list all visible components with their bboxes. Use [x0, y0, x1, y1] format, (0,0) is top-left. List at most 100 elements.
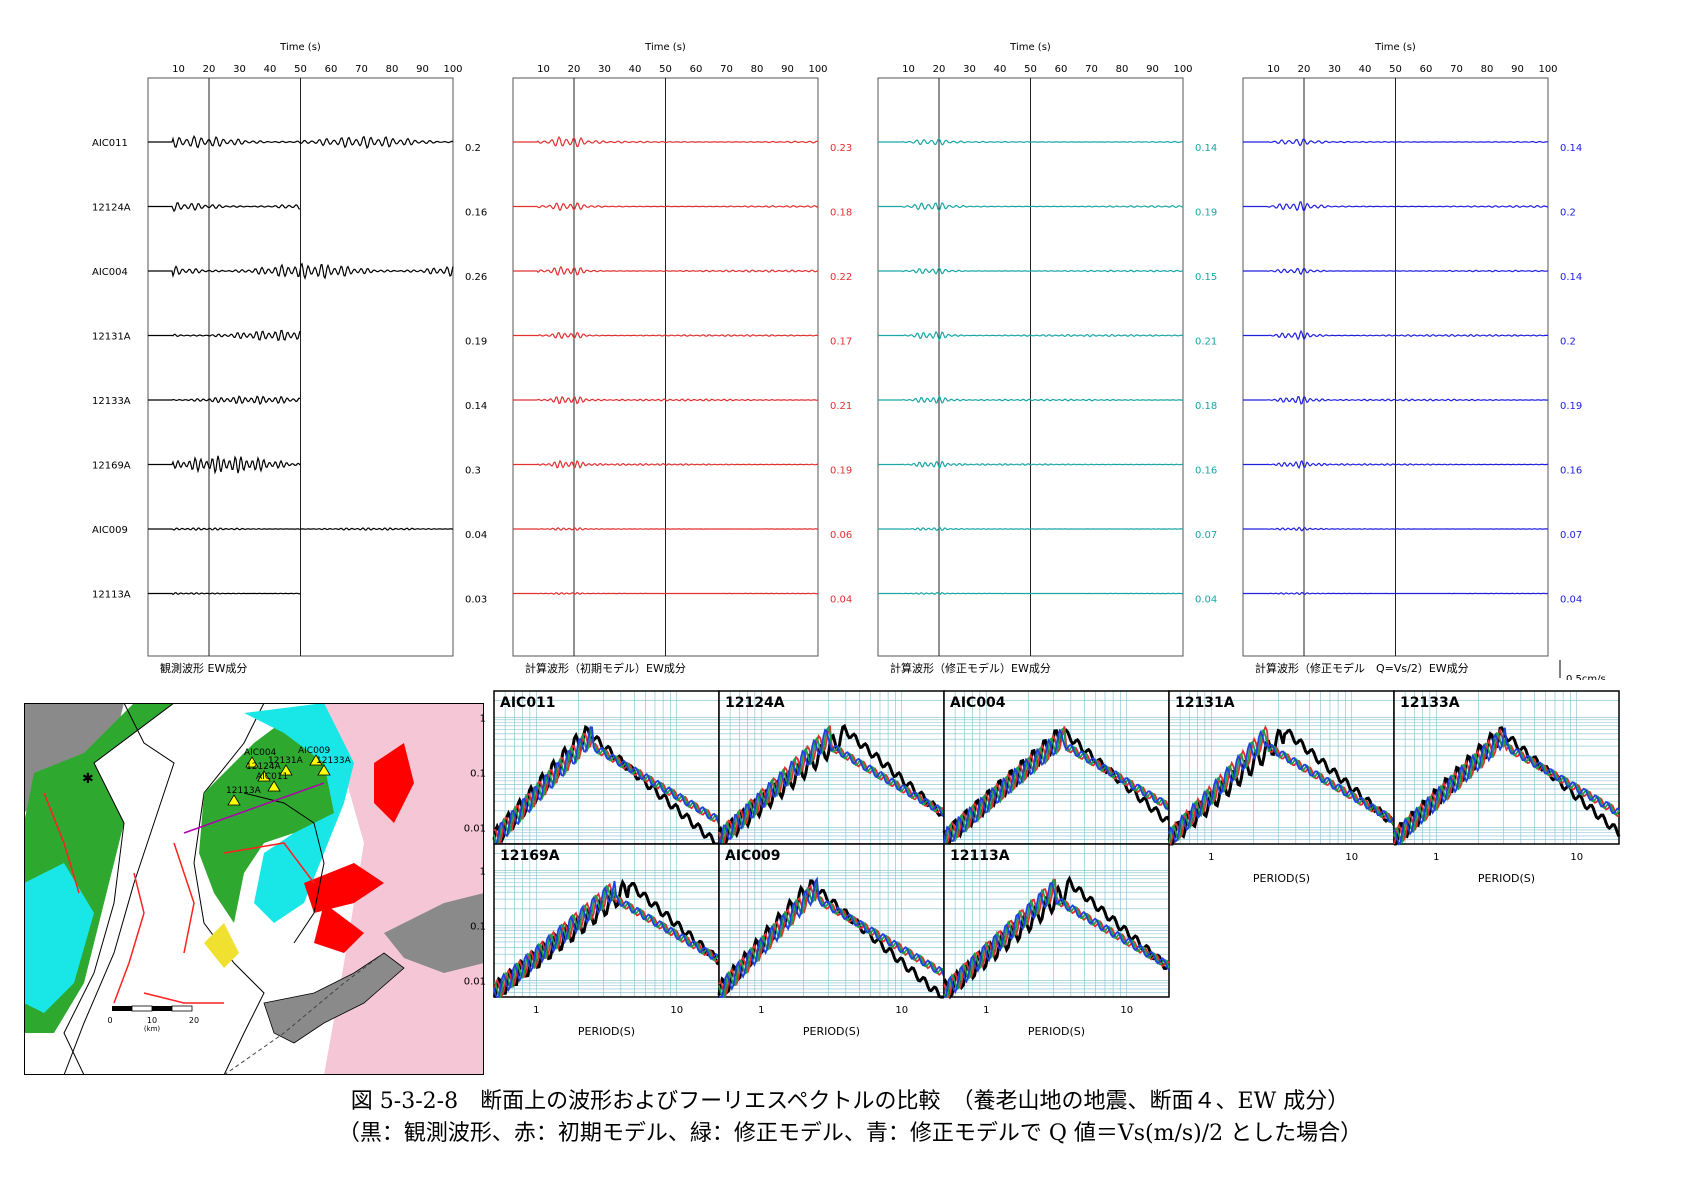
waveform-trace: [878, 266, 1184, 275]
waveform-trace: [1243, 138, 1548, 147]
time-tick-label: 100: [808, 64, 827, 75]
amplitude-label: 0.14: [465, 401, 487, 412]
scale-label: 0.5cm/s: [1566, 674, 1606, 680]
waveform-trace: [513, 396, 819, 405]
spectrum-x-tick: 1: [533, 1005, 539, 1016]
station-label: 12113A: [92, 590, 131, 601]
waveform-trace: [1243, 267, 1549, 276]
spectrum-station-name: AIC011: [500, 695, 556, 711]
time-tick-label: 40: [264, 64, 277, 75]
spectrum-xlabel: PERIOD(S): [1028, 1025, 1085, 1038]
waveform-trace: [148, 455, 301, 475]
spectrum-station-name: AIC009: [725, 848, 781, 864]
time-tick-label: 40: [994, 64, 1007, 75]
spectrum-curve-modified_q: [494, 726, 720, 845]
waveform-section: Time (s) 10 20 30 40 50 60 70 80 90 100 観測波形 EW成分 AI…: [92, 42, 1606, 680]
station-triangle: [279, 764, 293, 776]
amplitude-label: 0.17: [830, 337, 852, 348]
spectrum-station-name: 12133A: [1400, 695, 1460, 711]
waveform-trace: [878, 395, 1184, 404]
spectrum-station-name: 12113A: [950, 848, 1010, 864]
spectrum-panel-12124A: 12124A: [717, 690, 945, 848]
time-tick-label: 80: [1116, 64, 1129, 75]
time-tick-label: 40: [1359, 64, 1372, 75]
waveform-trace: [513, 332, 819, 339]
amplitude-label: 0.2: [465, 143, 481, 154]
waveform-trace: [513, 135, 819, 148]
waveform-panel-title: 計算波形（修正モデル Q=Vs/2）EW成分: [1255, 661, 1469, 675]
spectrum-curve-modified: [1168, 729, 1395, 845]
spectrum-x-tick: 1: [758, 1005, 764, 1016]
amplitude-label: 0.06: [830, 530, 852, 541]
spectrum-curve-modified_q: [943, 728, 1170, 844]
amplitude-label: 0.18: [830, 208, 852, 219]
spectrum-curve-observed: [1167, 728, 1396, 846]
spectrum-curve-observed: [492, 878, 720, 998]
caption-line-2: （黒：観測波形、赤：初期モデル、緑：修正モデル、青：修正モデルで Q 値＝Vs(…: [337, 1121, 1363, 1146]
time-tick-label: 10: [172, 64, 185, 75]
time-tick-label: 20: [568, 64, 581, 75]
waveform-trace: [878, 330, 1184, 341]
station-triangle: [309, 754, 323, 766]
spectrum-curve-modified_q: [493, 880, 720, 998]
station-triangle: [257, 770, 271, 782]
station-triangle: [317, 764, 331, 776]
spectrum-curve-modified_q: [944, 881, 1170, 998]
amplitude-label: 0.07: [1195, 530, 1217, 541]
time-tick-label: 10: [902, 64, 915, 75]
spectrum-y-tick: 0.01: [464, 976, 486, 987]
amplitude-label: 0.2: [1560, 337, 1576, 348]
waveform-trace: [513, 202, 819, 212]
waveform-panel-title: 計算波形（初期モデル）EW成分: [525, 661, 686, 675]
waveform-panel-3: Time (s) 10 20 30 40 50 60 70 80 90 100 計算波形（修正モデル）…: [877, 42, 1217, 675]
amplitude-label: 0.18: [1195, 401, 1217, 412]
time-tick-label: 30: [963, 64, 976, 75]
station-label: AIC011: [92, 138, 128, 149]
spectrum-x-tick: 1: [983, 1005, 989, 1016]
time-tick-label: 100: [1173, 64, 1192, 75]
spectrum-panel-AIC011: AIC011 1 0.1 0.01: [464, 690, 720, 846]
waveform-trace: [148, 395, 301, 406]
amplitude-label: 0.19: [1560, 401, 1582, 412]
time-axis-label: Time (s): [1009, 42, 1051, 53]
waveform-trace: [148, 329, 301, 341]
amplitude-label: 0.04: [465, 530, 487, 541]
waveform-trace: [1243, 201, 1549, 213]
waveform-trace: [513, 459, 818, 469]
station-label: AIC009: [92, 525, 128, 536]
spectrum-xlabel: PERIOD(S): [1253, 872, 1310, 885]
scale-tick-label: 0: [107, 1016, 112, 1025]
amplitude-label: 0.04: [1560, 595, 1582, 606]
spectrum-background: [719, 691, 944, 844]
waveform-panel-title: 計算波形（修正モデル）EW成分: [890, 661, 1051, 675]
amplitude-label: 0.14: [1560, 272, 1582, 283]
svg-text:✱: ✱: [82, 771, 94, 787]
waveform-trace: [1243, 329, 1549, 341]
station-triangle: [227, 794, 241, 806]
spectrum-curve-modified_q: [1393, 727, 1620, 846]
spectrum-x-tick: 10: [895, 1005, 908, 1016]
waveform-trace: [1243, 591, 1548, 595]
spectrum-xlabel: PERIOD(S): [803, 1025, 860, 1038]
spectrum-curve-observed: [492, 724, 719, 846]
waveform-trace: [148, 202, 301, 213]
time-tick-label: 90: [781, 64, 794, 75]
waveform-panel-1: Time (s) 10 20 30 40 50 60 70 80 90 100 観測波形 EW成分 AI…: [92, 42, 487, 675]
amplitude-label: 0.03: [465, 595, 487, 606]
time-tick-label: 30: [598, 64, 611, 75]
time-tick-label: 40: [629, 64, 642, 75]
spectrum-background: [1394, 691, 1619, 844]
spectrum-curve-modified: [944, 727, 1170, 845]
time-tick-label: 60: [1420, 64, 1433, 75]
spectrum-panel-12133A: 12133A 1 10 PERIOD(S): [1393, 690, 1621, 885]
spectrum-panel-AIC004: AIC004: [942, 690, 1171, 847]
amplitude-label: 0.26: [465, 272, 487, 283]
waveform-trace: [148, 262, 454, 280]
spectrum-xlabel: PERIOD(S): [578, 1025, 635, 1038]
spectrum-y-tick: 1: [480, 713, 486, 724]
time-tick-label: 100: [1538, 64, 1557, 75]
station-map-label: AIC009: [298, 746, 331, 756]
time-axis-label: Time (s): [644, 42, 686, 53]
waveform-trace: [1243, 395, 1549, 405]
